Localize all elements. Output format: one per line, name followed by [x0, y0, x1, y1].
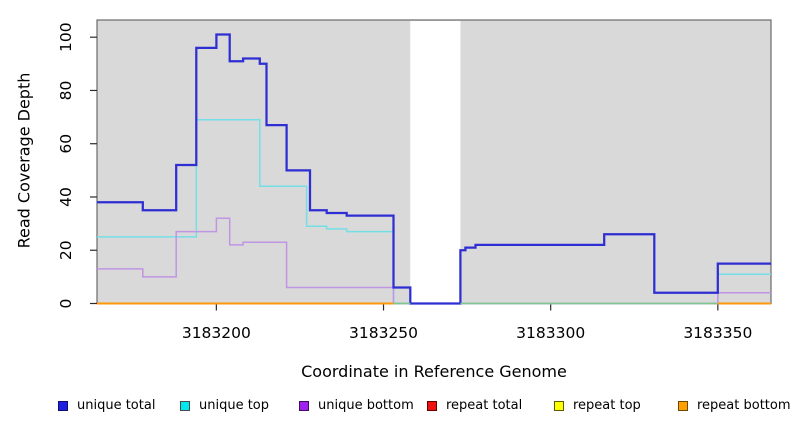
y-tick-label: 20 [57, 240, 75, 260]
y-tick-label: 60 [57, 134, 75, 154]
legend-item-repeat-top: repeat top [554, 398, 641, 413]
x-tick-label: 3183300 [516, 324, 585, 342]
legend-swatch-unique-bottom [299, 400, 309, 411]
x-tick-label: 3183200 [182, 324, 251, 342]
legend-swatch-repeat-total [427, 400, 437, 411]
x-tick-label: 3183350 [683, 324, 752, 342]
legend-swatch-repeat-top [554, 400, 564, 411]
legend-label: repeat total [446, 398, 523, 413]
y-tick-label: 0 [57, 299, 75, 309]
legend-label: repeat bottom [697, 398, 791, 413]
x-axis-title: Coordinate in Reference Genome [301, 362, 567, 381]
legend-label: repeat top [573, 398, 641, 413]
y-tick-label: 80 [57, 81, 75, 101]
legend-item-unique-bottom: unique bottom [299, 398, 414, 413]
legend-item-unique-total: unique total [58, 398, 155, 413]
y-tick-label: 40 [57, 187, 75, 207]
legend-swatch-unique-top [180, 400, 190, 411]
legend-swatch-unique-total [58, 400, 68, 411]
legend-label: unique top [199, 398, 270, 413]
legend-label: unique bottom [318, 398, 414, 413]
series-unique-top [97, 119, 411, 305]
series-unique-bottom [97, 217, 411, 305]
series-unique-total [97, 33, 771, 305]
y-tick-label: 100 [57, 22, 75, 52]
legend-item-unique-top: unique top [180, 398, 269, 413]
legend-item-repeat-bottom: repeat bottom [678, 398, 791, 413]
legend-swatch-repeat-bottom [678, 400, 688, 411]
y-axis-title: Read Coverage Depth [14, 72, 34, 249]
x-tick-label: 3183250 [349, 324, 418, 342]
legend-label: unique total [77, 398, 156, 413]
legend-item-repeat-total: repeat total [427, 398, 522, 413]
no-data-gap-band [410, 20, 461, 305]
